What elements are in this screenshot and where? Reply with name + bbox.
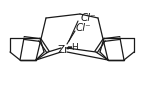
Polygon shape (68, 47, 72, 49)
Text: Cl⁻: Cl⁻ (80, 13, 96, 23)
Text: H: H (71, 43, 77, 51)
Text: Zr: Zr (57, 45, 69, 55)
Text: Cl⁻: Cl⁻ (75, 23, 91, 33)
